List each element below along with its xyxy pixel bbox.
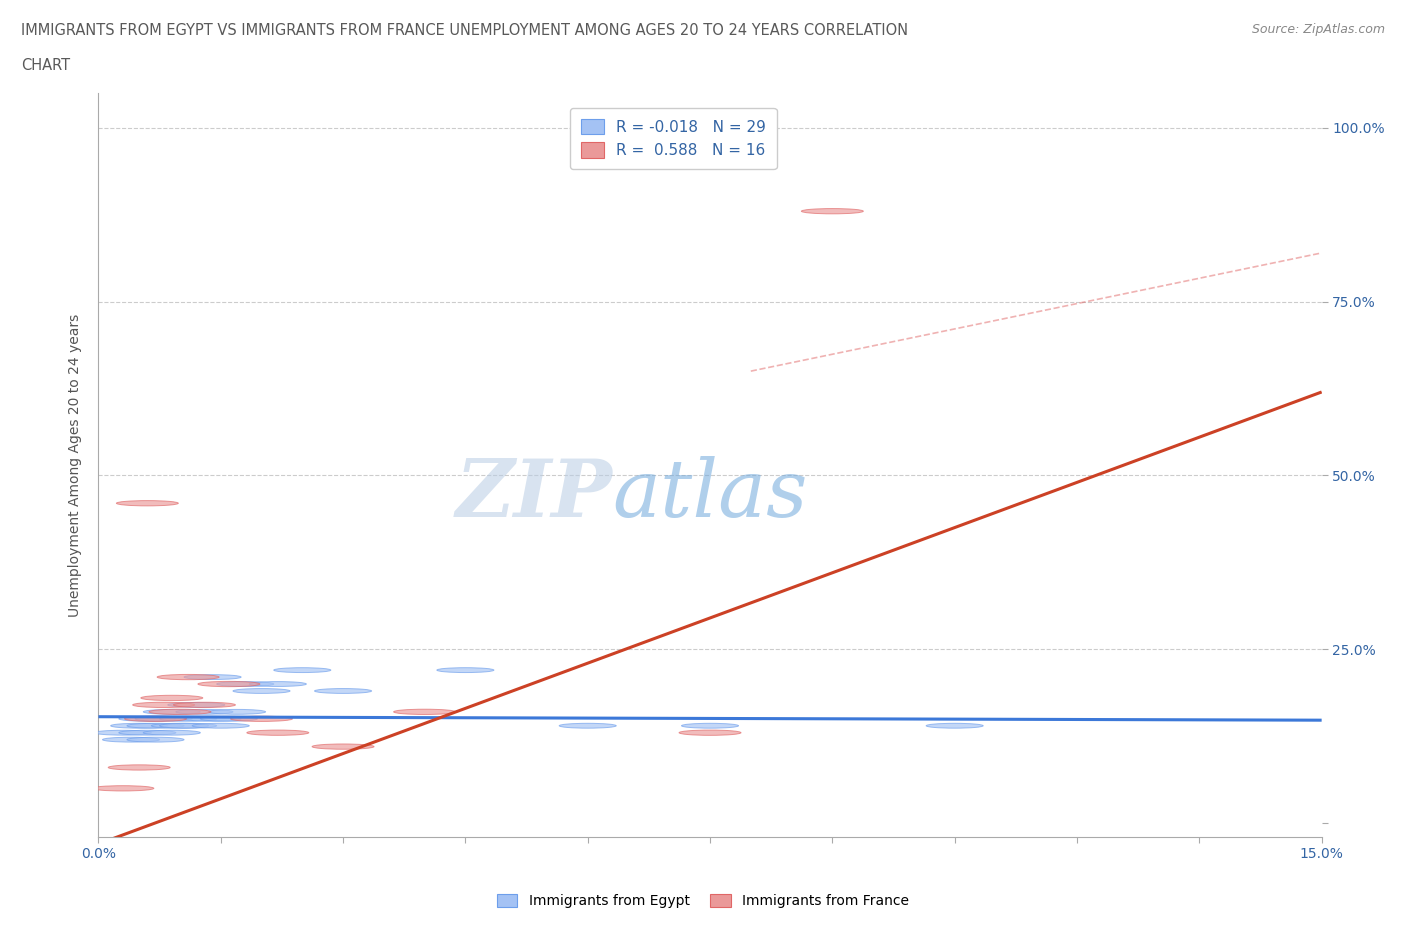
Circle shape bbox=[233, 688, 290, 694]
Circle shape bbox=[125, 716, 187, 722]
Circle shape bbox=[184, 674, 242, 680]
Circle shape bbox=[108, 764, 170, 770]
Circle shape bbox=[157, 674, 219, 680]
Text: IMMIGRANTS FROM EGYPT VS IMMIGRANTS FROM FRANCE UNEMPLOYMENT AMONG AGES 20 TO 24: IMMIGRANTS FROM EGYPT VS IMMIGRANTS FROM… bbox=[21, 23, 908, 38]
Circle shape bbox=[208, 710, 266, 714]
Circle shape bbox=[160, 716, 217, 722]
Circle shape bbox=[801, 208, 863, 214]
Text: CHART: CHART bbox=[21, 58, 70, 73]
Circle shape bbox=[927, 724, 983, 728]
Circle shape bbox=[560, 724, 616, 728]
Circle shape bbox=[247, 730, 309, 736]
Circle shape bbox=[149, 710, 211, 714]
Circle shape bbox=[249, 682, 307, 686]
Circle shape bbox=[198, 682, 260, 686]
Circle shape bbox=[217, 682, 274, 686]
Circle shape bbox=[117, 500, 179, 506]
Circle shape bbox=[315, 688, 371, 694]
Circle shape bbox=[193, 724, 249, 728]
Circle shape bbox=[127, 737, 184, 742]
Circle shape bbox=[132, 702, 194, 708]
Circle shape bbox=[143, 730, 200, 735]
Circle shape bbox=[141, 696, 202, 700]
Legend: R = -0.018   N = 29, R =  0.588   N = 16: R = -0.018 N = 29, R = 0.588 N = 16 bbox=[569, 108, 776, 169]
Circle shape bbox=[167, 702, 225, 708]
Circle shape bbox=[173, 702, 235, 708]
Circle shape bbox=[152, 724, 208, 728]
Circle shape bbox=[394, 710, 456, 714]
Circle shape bbox=[94, 730, 152, 735]
Circle shape bbox=[682, 724, 738, 728]
Circle shape bbox=[160, 724, 217, 728]
Text: Source: ZipAtlas.com: Source: ZipAtlas.com bbox=[1251, 23, 1385, 36]
Circle shape bbox=[201, 716, 257, 722]
Circle shape bbox=[184, 716, 242, 722]
Text: ZIP: ZIP bbox=[456, 456, 612, 534]
Circle shape bbox=[231, 716, 292, 722]
Circle shape bbox=[679, 730, 741, 736]
Circle shape bbox=[120, 716, 176, 722]
Circle shape bbox=[312, 744, 374, 750]
Circle shape bbox=[103, 737, 160, 742]
Text: atlas: atlas bbox=[612, 456, 807, 534]
Circle shape bbox=[143, 710, 200, 714]
Circle shape bbox=[127, 724, 184, 728]
Y-axis label: Unemployment Among Ages 20 to 24 years: Unemployment Among Ages 20 to 24 years bbox=[67, 313, 82, 617]
Circle shape bbox=[176, 710, 233, 714]
Circle shape bbox=[91, 786, 153, 791]
Circle shape bbox=[111, 724, 167, 728]
Circle shape bbox=[274, 668, 330, 672]
Circle shape bbox=[120, 730, 176, 735]
Circle shape bbox=[135, 716, 193, 722]
Circle shape bbox=[437, 668, 494, 672]
Legend: Immigrants from Egypt, Immigrants from France: Immigrants from Egypt, Immigrants from F… bbox=[491, 889, 915, 914]
